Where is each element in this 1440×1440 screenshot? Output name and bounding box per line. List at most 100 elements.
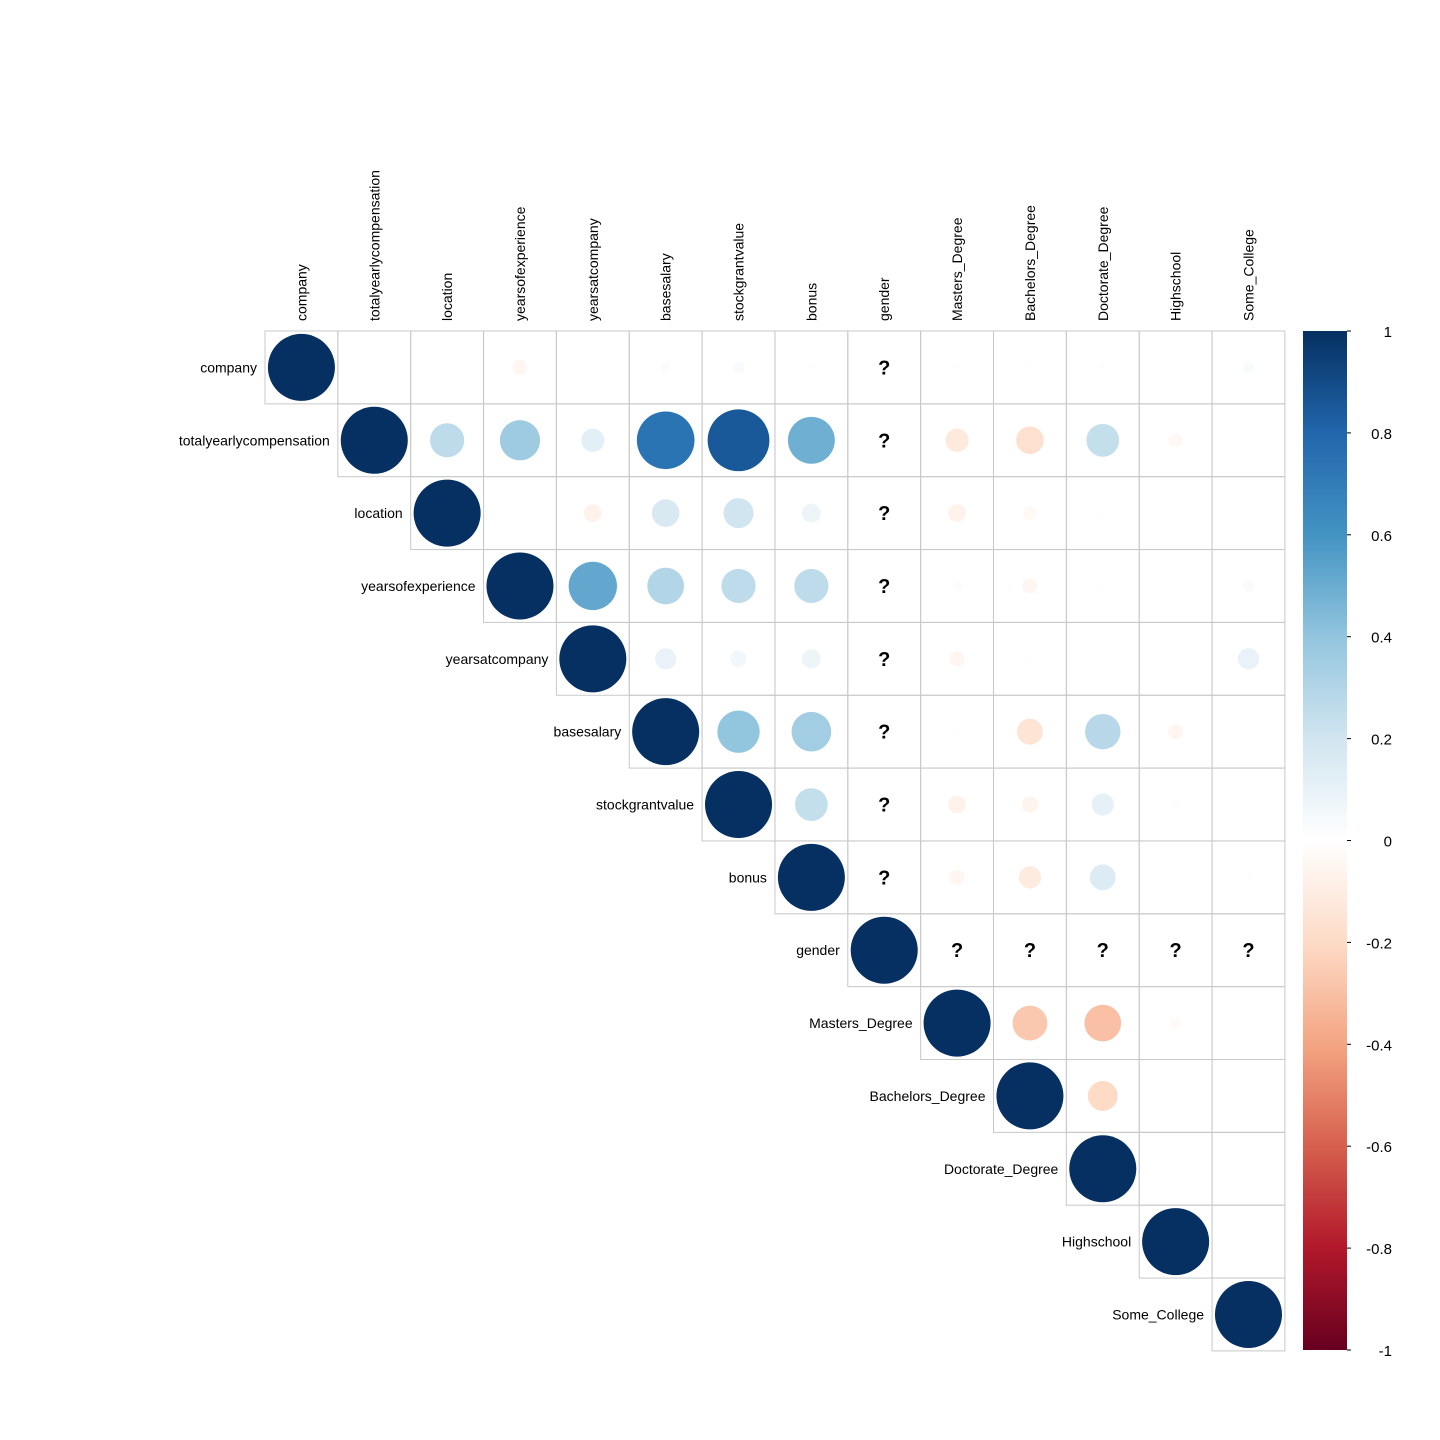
missing-value-mark: ? [1097,940,1109,962]
correlation-circle [1168,724,1184,740]
correlation-circle [717,710,760,753]
correlation-circle [1169,1017,1182,1029]
correlation-circle [267,333,335,401]
correlation-circle [732,361,745,374]
correlation-circle [945,428,969,452]
correlation-circle [1022,578,1038,594]
row-label: yearsatcompany [446,651,549,667]
correlation-circle [1245,509,1252,517]
column-label: yearsatcompany [585,218,601,321]
missing-value-mark: ? [1170,940,1182,962]
row-label: location [354,505,402,521]
correlation-circle [1237,648,1260,670]
correlation-circle [1087,1080,1118,1111]
correlation-circle [707,409,770,472]
column-label: totalyearlycompensation [366,170,382,321]
colorbar-tick-label: -1 [1379,1343,1392,1360]
column-label: Doctorate_Degree [1095,206,1111,321]
correlation-circle [636,411,695,470]
column-label: gender [876,277,892,321]
row-label: Bachelors_Degree [870,1088,986,1104]
correlation-circle [1245,874,1252,881]
correlation-circle [1242,580,1255,592]
grid-cell [337,330,412,405]
correlation-circle [723,498,754,529]
correlation-circle [794,788,828,821]
correlation-circle [1018,866,1042,889]
correlation-circle [1026,655,1034,663]
correlation-circle [730,650,747,668]
missing-value-mark: ? [951,940,963,962]
row-label: company [200,359,257,375]
column-label: Masters_Degree [949,217,965,321]
correlation-circle [1026,364,1034,371]
column-label: Some_College [1240,229,1256,321]
correlation-circles [267,333,1282,1348]
grid-cell [1138,840,1213,915]
correlation-circle [948,795,966,814]
correlation-circle [1170,799,1181,810]
missing-value-mark: ? [878,795,890,817]
grid-cell [1065,621,1140,696]
correlation-circle [923,989,991,1057]
correlation-circle [1085,713,1121,750]
colorbar-tick-label: 0 [1384,834,1392,851]
colorbar: 1 0.8 0.6 0.4 0.2 0 -0.2 -0.4 -0.6 -0.8 -1 [1303,324,1392,1360]
correlation-circle [705,771,773,839]
correlation-circle [1099,582,1107,590]
column-label: basesalary [658,253,674,321]
correlation-circle [651,499,680,527]
row-label: totalyearlycompensation [179,432,330,448]
missing-value-mark: ? [878,867,890,889]
correlation-circle [1084,1004,1122,1042]
correlation-circle [340,406,408,474]
correlation-circle [430,423,465,458]
correlation-circle [1168,433,1183,447]
grid-cell [1138,330,1213,405]
grid-cell [1211,403,1286,478]
correlation-circle [1142,1208,1210,1276]
correlation-circle [996,1062,1064,1130]
row-label: basesalary [554,724,622,740]
row-label: yearsofexperience [361,578,476,594]
correlation-circle [1069,1135,1137,1203]
correlation-circle [583,504,602,522]
correlation-circle [948,504,966,522]
correlation-circle [1021,796,1039,813]
grid-cell [555,330,630,405]
row-label: bonus [729,869,767,885]
column-label: Bachelors_Degree [1022,205,1038,321]
colorbar-tick-label: -0.6 [1366,1139,1392,1156]
correlation-circle [1242,361,1255,374]
grid-cell [1211,1277,1286,1352]
correlation-circle [581,428,605,452]
colorbar-tick-label: 1 [1384,324,1392,341]
grid-cell [1138,621,1213,696]
column-label: stockgrantvalue [731,223,747,321]
correlation-circle [777,843,845,911]
correlation-circle [808,364,815,371]
row-labels: company totalyearlycompensation location ye… [179,359,1204,1322]
correlation-circle [486,552,554,620]
grid-cell [1211,694,1286,769]
correlation-circle [1016,718,1043,745]
correlation-circle [1012,1005,1048,1041]
grid-cell [1211,1059,1286,1133]
correlation-circle [655,648,677,670]
correlation-circle [949,869,965,885]
correlation-circle [568,561,617,611]
correlation-circle [1091,793,1114,816]
column-label: location [439,273,455,321]
column-label: yearsofexperience [512,206,528,321]
correlation-circle [721,568,756,604]
correlation-circle [787,416,835,464]
correlation-circle [516,509,524,517]
correlation-circle [1086,423,1120,457]
grid-cell [1211,1131,1286,1206]
correlation-circle [952,581,962,591]
correlation-circle [1099,509,1107,517]
correlation-circle [949,651,965,667]
grid-cell [1211,1204,1286,1279]
correlation-circle [512,359,528,375]
